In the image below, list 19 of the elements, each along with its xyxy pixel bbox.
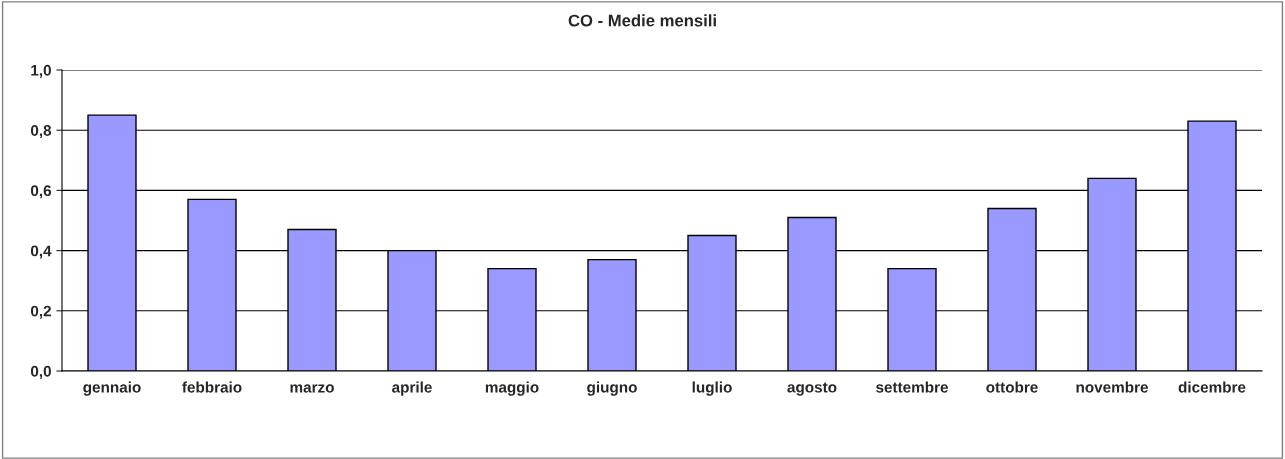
x-tick-label: novembre xyxy=(1076,381,1148,393)
x-tick-label: maggio xyxy=(485,381,539,396)
x-tick-label: giugno xyxy=(587,381,637,396)
y-tick-label: 1,0 xyxy=(31,64,51,78)
x-tick-label: marzo xyxy=(290,384,334,393)
x-tick-label: agosto xyxy=(787,382,837,396)
x-tick-label: ottobre xyxy=(986,381,1038,393)
y-tick-label: 0,0 xyxy=(30,365,51,379)
y-tick-label: 0,6 xyxy=(30,185,52,199)
x-tick-label: dicembre xyxy=(1178,381,1246,393)
x-tick-label: febbraio xyxy=(182,381,242,393)
x-tick-label: gennaio xyxy=(83,381,141,396)
x-tick-label: settembre xyxy=(876,381,948,393)
x-tick-label: aprile xyxy=(392,381,432,396)
chart-title: CO - Medie mensili xyxy=(568,14,716,27)
y-tick-label: 0,4 xyxy=(30,245,52,259)
x-tick-label: luglio xyxy=(692,381,732,396)
y-tick-label: 0,2 xyxy=(30,305,51,319)
y-tick-label: 0,8 xyxy=(30,125,52,139)
